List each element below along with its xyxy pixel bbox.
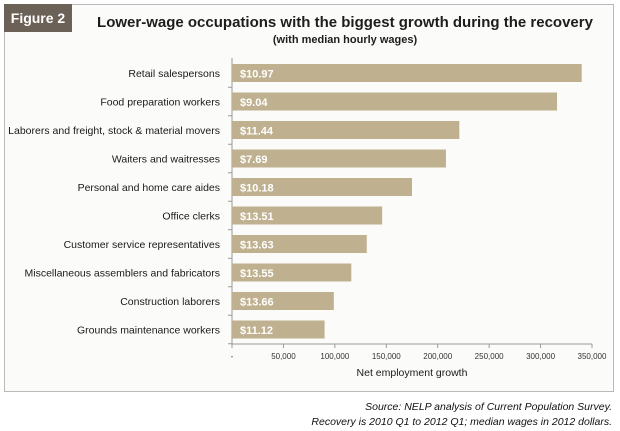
category-label: Office clerks bbox=[162, 211, 220, 223]
source-line-1: Source: NELP analysis of Current Populat… bbox=[365, 401, 612, 413]
chart-subtitle: (with median hourly wages) bbox=[272, 34, 418, 46]
category-label: Personal and home care aides bbox=[78, 182, 220, 194]
category-label: Miscellaneous assemblers and fabricators bbox=[24, 268, 220, 280]
figure-label-badge: Figure 2 bbox=[4, 4, 72, 32]
bar-value-label: $11.44 bbox=[240, 126, 274, 138]
bar bbox=[232, 178, 412, 196]
x-tick-label: 100,000 bbox=[320, 352, 349, 361]
bar bbox=[232, 64, 582, 82]
bar-value-label: $13.63 bbox=[240, 240, 274, 252]
bar-value-label: $13.51 bbox=[240, 211, 274, 223]
x-tick-label: 250,000 bbox=[475, 352, 504, 361]
x-tick-label: 300,000 bbox=[526, 352, 555, 361]
bar bbox=[232, 92, 558, 111]
bar bbox=[232, 149, 446, 168]
bar-value-label: $9.04 bbox=[240, 97, 268, 109]
category-label: Retail salespersons bbox=[128, 68, 220, 80]
bar-value-label: $13.66 bbox=[240, 297, 274, 309]
category-label: Grounds maintenance workers bbox=[77, 325, 220, 337]
x-axis-title: Net employment growth bbox=[357, 367, 468, 379]
category-label: Construction laborers bbox=[120, 296, 220, 308]
bar-value-label: $10.97 bbox=[240, 69, 274, 81]
bar-value-label: $10.18 bbox=[240, 183, 274, 195]
category-label: Customer service representatives bbox=[64, 239, 220, 251]
bar bbox=[232, 320, 325, 339]
x-tick-label: - bbox=[231, 352, 234, 361]
source-note: Source: NELP analysis of Current Populat… bbox=[311, 400, 612, 430]
bar bbox=[232, 235, 367, 253]
x-tick-label: 150,000 bbox=[372, 352, 401, 361]
category-label: Food preparation workers bbox=[100, 97, 220, 109]
bar-value-label: $11.12 bbox=[240, 325, 273, 337]
bar bbox=[232, 292, 334, 310]
category-label: Waiters and waitresses bbox=[112, 154, 220, 166]
bar-value-label: $13.55 bbox=[240, 268, 274, 280]
bar bbox=[232, 263, 352, 282]
x-tick-label: 50,000 bbox=[271, 352, 296, 361]
source-line-2: Recovery is 2010 Q1 to 2012 Q1; median w… bbox=[311, 416, 612, 428]
bar bbox=[232, 121, 460, 139]
chart-title: Lower-wage occupations with the biggest … bbox=[97, 14, 593, 31]
category-label: Laborers and freight, stock & material m… bbox=[8, 125, 220, 137]
x-tick-label: 200,000 bbox=[423, 352, 452, 361]
bar-value-label: $7.69 bbox=[240, 154, 268, 166]
x-tick-label: 350,000 bbox=[578, 352, 607, 361]
bar bbox=[232, 206, 383, 225]
